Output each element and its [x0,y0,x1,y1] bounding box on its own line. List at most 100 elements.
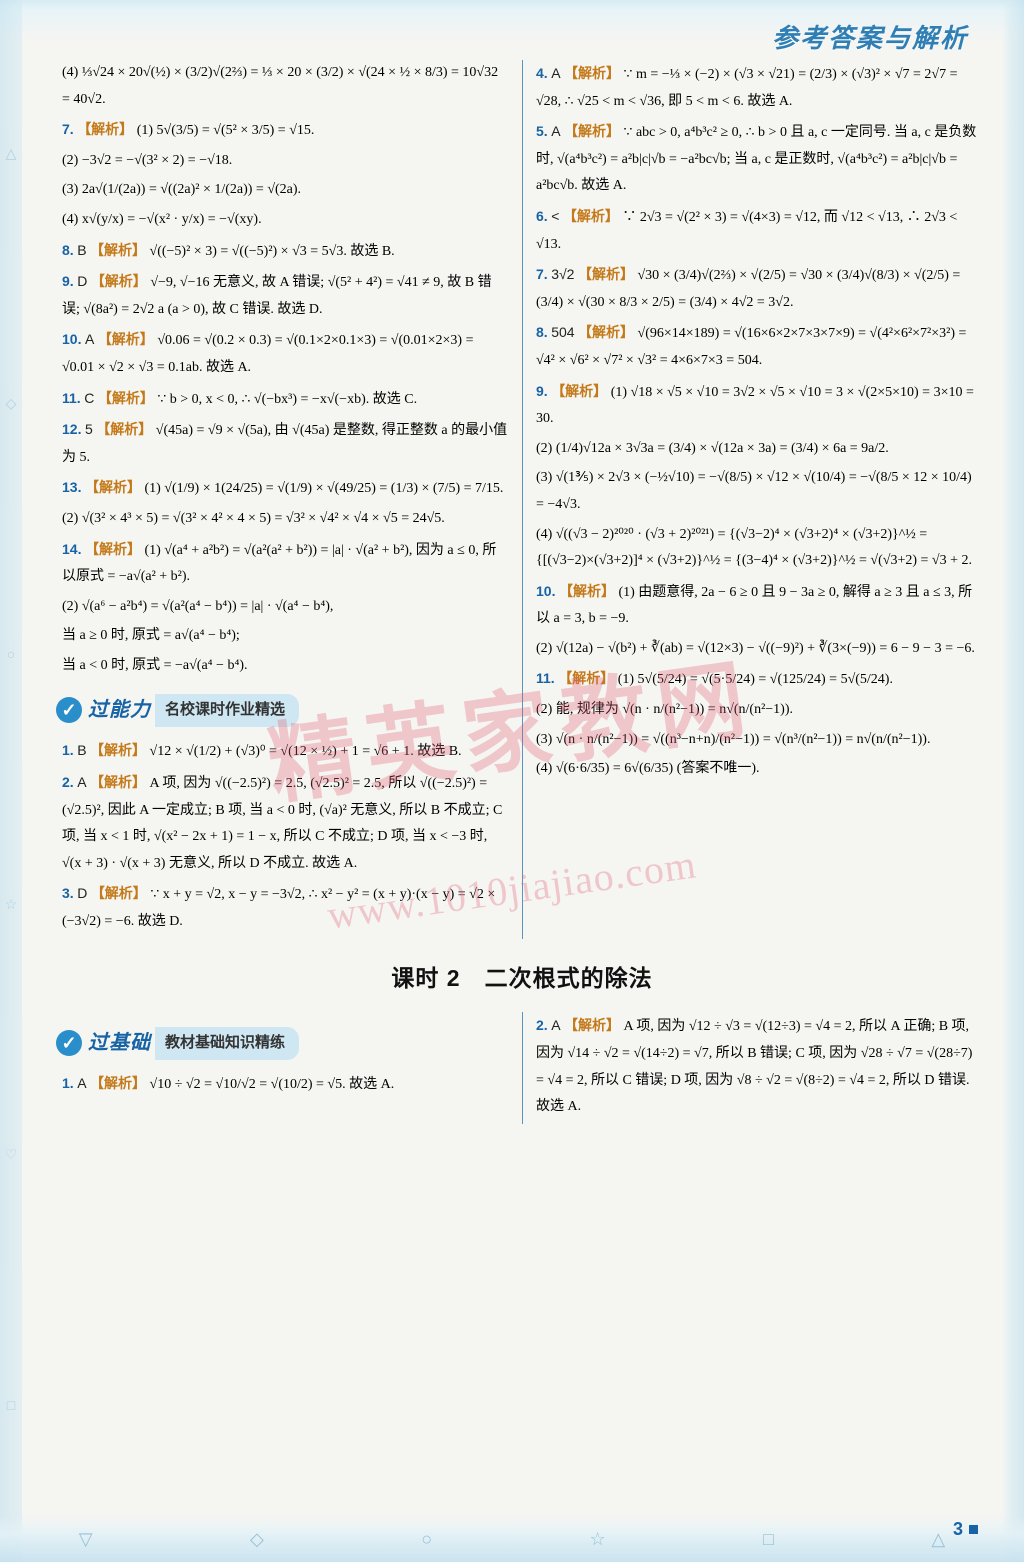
solution-line: 8. 504 【解析】 √(96×14×189) = √(16×6×2×7×3×… [536,319,982,374]
item-number: 10. [62,331,81,347]
item-text: (2) √(12a) − √(b²) + ∛(ab) = √(12×3) − √… [536,641,975,656]
item-answer: A [77,774,86,790]
page-number: 3 [953,1512,978,1546]
analysis-tag: 【解析】 [578,268,634,283]
item-text: (2) (1/4)√12a × 3√3a = (3/4) × √(12a × 3… [536,441,889,456]
solution-line: 2. A 【解析】 A 项, 因为 √12 ÷ √3 = √(12÷3) = √… [536,1012,982,1120]
item-number: 11. [62,390,81,406]
item-text: ∵ b > 0, x < 0, ∴ √(−bx³) = −x√(−xb). 故选… [157,392,417,407]
item-number: 10. [536,583,555,599]
section-basic: ✓ 过基础 教材基础知识精练 [56,1024,508,1062]
item-number: 4. [536,65,548,81]
analysis-tag: 【解析】 [90,1077,146,1092]
analysis-tag: 【解析】 [563,210,619,225]
item-number: 3. [62,885,74,901]
analysis-tag: 【解析】 [98,392,154,407]
item-number: 7. [62,121,74,137]
analysis-tag: 【解析】 [564,67,620,82]
solution-line: 7. 【解析】 (1) 5√(3/5) = √(5² × 3/5) = √15. [62,116,508,145]
section-basic-main: 过基础 [88,1024,151,1062]
analysis-tag: 【解析】 [578,326,634,341]
analysis-tag: 【解析】 [91,275,147,290]
item-answer: B [77,742,86,758]
item-text: (1) √(1/9) × 1(24/25) = √(1/9) × √(49/25… [144,481,503,496]
right-column: 4. A 【解析】 ∵ m = −⅓ × (−2) × (√3 × √21) =… [522,60,996,939]
analysis-tag: 【解析】 [91,887,147,902]
item-text: √((−5)² × 3) = √((−5)²) × √3 = 5√3. 故选 B… [150,244,395,259]
item-answer: C [84,390,94,406]
solution-line: (3) √(n · n/(n²−1)) = √((n³−n+n)/(n²−1))… [536,727,982,754]
item-number: 5. [536,123,548,139]
analysis-tag: 【解析】 [85,481,141,496]
lesson-title: 课时 2 二次根式的除法 [48,957,996,1001]
item-number: 14. [62,541,81,557]
item-number: 1. [62,742,74,758]
section-ability-sub: 名校课时作业精选 [155,694,299,727]
solution-line: (4) √(6·6/35) = 6√(6/35) (答案不唯一). [536,756,982,783]
item-answer: D [77,273,87,289]
analysis-tag: 【解析】 [96,423,152,438]
bottom-border-deco: ▽◇○☆□△ [0,1516,1024,1562]
item-text: (3) 2a√(1/(2a)) = √((2a)² × 1/(2a)) = √(… [62,182,301,197]
item-number: 9. [62,273,74,289]
item-answer: 3√2 [551,266,574,282]
item-number: 13. [62,479,81,495]
solution-line: (3) 2a√(1/(2a)) = √((2a)² × 1/(2a)) = √(… [62,177,508,204]
item-text: (4) √((√3 − 2)²⁰²⁰ · (√3 + 2)²⁰²¹) = {(√… [536,527,972,569]
item-answer: A [77,1075,86,1091]
item-text: (4) x√(y/x) = −√(x² · y/x) = −√(xy). [62,212,262,227]
solution-line: 8. B 【解析】 √((−5)² × 3) = √((−5)²) × √3 =… [62,237,508,266]
solution-line: 4. A 【解析】 ∵ m = −⅓ × (−2) × (√3 × √21) =… [536,60,982,115]
item-number: 8. [62,242,74,258]
solution-line: (2) √(12a) − √(b²) + ∛(ab) = √(12×3) − √… [536,636,982,663]
solution-line: (2) √(3² × 4³ × 5) = √(3² × 4² × 4 × 5) … [62,506,508,533]
item-number: 8. [536,324,548,340]
item-answer: A [85,331,94,347]
item-answer: A [551,65,560,81]
analysis-tag: 【解析】 [564,1019,620,1034]
item-text: ⅓√24 × 20√(½) × (3/2)√(2⅔) = ⅓ × 20 × (3… [62,65,498,107]
solution-line: 1. A 【解析】 √10 ÷ √2 = √10/√2 = √(10/2) = … [62,1070,508,1099]
section-ability: ✓ 过能力 名校课时作业精选 [56,691,508,729]
item-number: 2. [62,774,74,790]
section-basic-sub: 教材基础知识精练 [155,1027,299,1060]
analysis-tag: 【解析】 [564,125,620,140]
item-answer: A [551,1017,560,1033]
solution-line: 11. C 【解析】 ∵ b > 0, x < 0, ∴ √(−bx³) = −… [62,385,508,414]
item-answer: < [551,208,559,224]
basic-columns: ✓ 过基础 教材基础知识精练 1. A 【解析】 √10 ÷ √2 = √10/… [48,1012,996,1123]
right-border-deco [1002,0,1024,1562]
solution-line: 2. A 【解析】 A 项, 因为 √((−2.5)²) = 2.5, (√2.… [62,769,508,877]
analysis-tag: 【解析】 [559,585,615,600]
solution-line: (2) −3√2 = −√(3² × 2) = −√18. [62,148,508,175]
solution-line: 5. A 【解析】 ∵ abc > 0, a⁴b³c² ≥ 0, ∴ b > 0… [536,118,982,200]
item-number: 1. [62,1075,74,1091]
item-text: (1) 5√(3/5) = √(5² × 3/5) = √15. [137,123,315,138]
solution-line: (3) √(1⅗) × 2√3 × (−½√10) = −√(8/5) × √1… [536,465,982,518]
item-text: (3) √(1⅗) × 2√3 × (−½√10) = −√(8/5) × √1… [536,470,972,512]
item-number: 12. [62,421,81,437]
section-ability-main: 过能力 [88,691,151,729]
solution-line: 10. 【解析】 (1) 由题意得, 2a − 6 ≥ 0 且 9 − 3a ≥… [536,578,982,633]
item-text: √12 × √(1/2) + (√3)⁰ = √(12 × ½) + 1 = √… [150,744,462,759]
solution-line: 1. B 【解析】 √12 × √(1/2) + (√3)⁰ = √(12 × … [62,737,508,766]
solution-line: 当 a < 0 时, 原式 = −a√(a⁴ − b⁴). [62,653,508,680]
item-text: 当 a ≥ 0 时, 原式 = a√(a⁴ − b⁴); [62,628,240,643]
item-number: 7. [536,266,548,282]
analysis-tag: 【解析】 [551,385,607,400]
solution-line: (2) 能, 规律为 √(n · n/(n²−1)) = n√(n/(n²−1)… [536,697,982,724]
solution-line: (4) x√(y/x) = −√(x² · y/x) = −√(xy). [62,207,508,234]
item-number: 9. [536,383,548,399]
solution-line: 10. A 【解析】 √0.06 = √(0.2 × 0.3) = √(0.1×… [62,326,508,381]
solution-line: 12. 5 【解析】 √(45a) = √9 × √(5a), 由 √(45a)… [62,416,508,471]
solution-line: 13. 【解析】 (1) √(1/9) × 1(24/25) = √(1/9) … [62,474,508,503]
item-prefix: (4) [62,65,82,80]
item-answer: 5 [85,421,93,437]
item-text: (2) √(3² × 4³ × 5) = √(3² × 4² × 4 × 5) … [62,511,445,526]
item-answer: 504 [551,324,574,340]
solution-line: (2) (1/4)√12a × 3√3a = (3/4) × √(12a × 3… [536,436,982,463]
left-column: (4) ⅓√24 × 20√(½) × (3/2)√(2⅔) = ⅓ × 20 … [48,60,522,939]
solution-line: 14. 【解析】 (1) √(a⁴ + a²b²) = √(a²(a² + b²… [62,536,508,591]
analysis-tag: 【解析】 [85,543,141,558]
item-text: (1) 5√(5/24) = √(5·5/24) = √(125/24) = 5… [618,672,893,687]
